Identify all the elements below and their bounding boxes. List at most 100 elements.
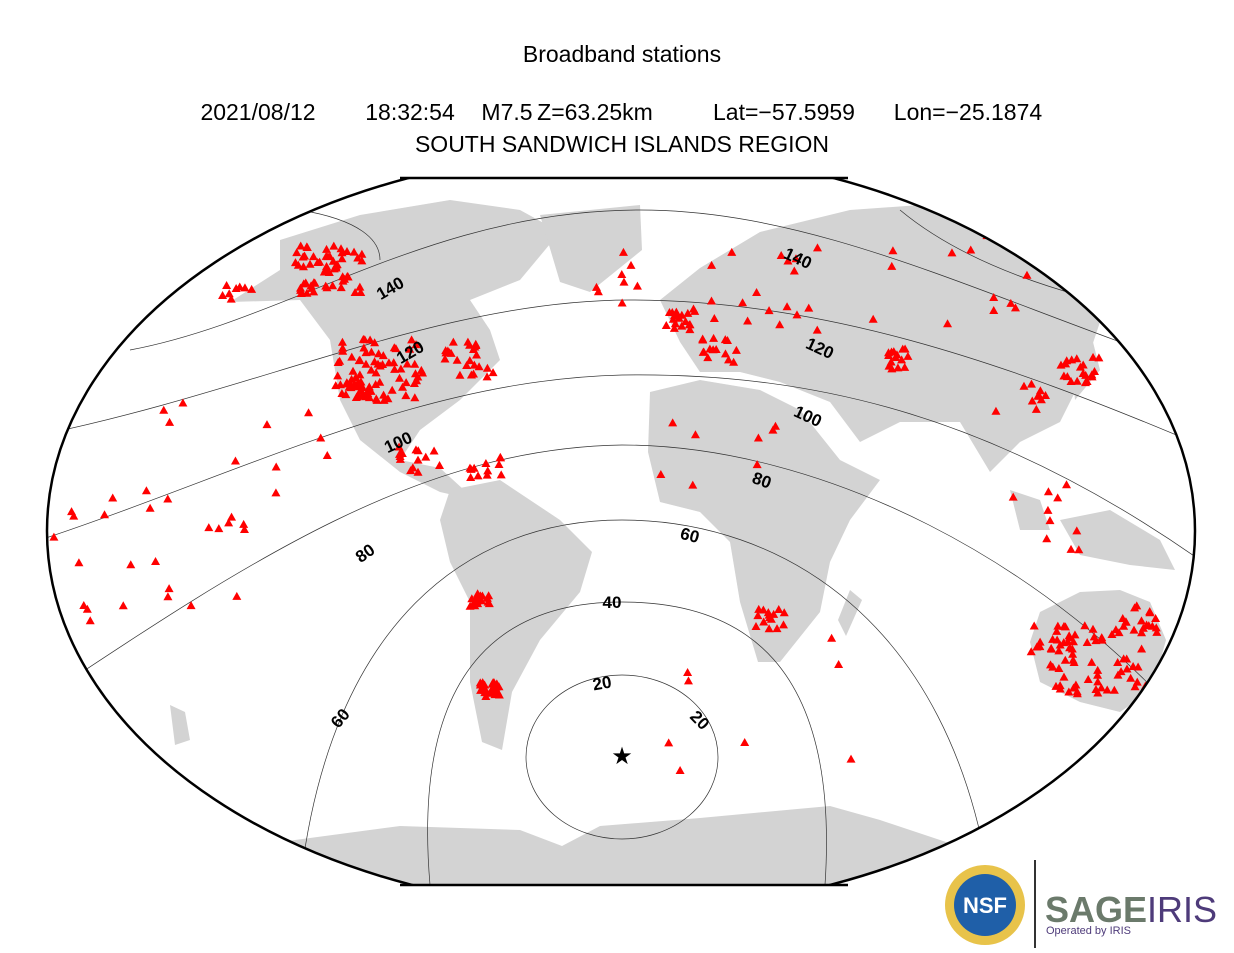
station — [482, 363, 492, 372]
station — [448, 337, 458, 346]
station — [309, 287, 319, 296]
station — [1119, 621, 1129, 630]
station — [222, 281, 232, 290]
station — [591, 282, 601, 291]
station — [410, 359, 420, 368]
station — [1074, 545, 1084, 554]
station — [421, 452, 431, 461]
station — [1137, 644, 1147, 653]
station — [333, 358, 343, 367]
station — [891, 352, 901, 361]
station — [1053, 493, 1063, 502]
station — [313, 258, 323, 267]
station — [752, 287, 762, 296]
station — [74, 558, 84, 567]
station — [408, 463, 418, 472]
station — [1059, 672, 1069, 681]
station — [496, 470, 506, 479]
station — [1072, 354, 1082, 363]
station — [230, 456, 240, 465]
station — [271, 462, 281, 471]
region: SOUTH SANDWICH ISLANDS REGION — [415, 131, 829, 157]
station — [227, 512, 237, 521]
station — [1046, 644, 1056, 653]
station — [669, 323, 679, 332]
land — [170, 200, 1175, 885]
station — [1072, 376, 1082, 385]
station — [1068, 649, 1078, 658]
station — [888, 246, 898, 255]
station — [379, 390, 389, 399]
station — [1132, 601, 1142, 610]
station — [336, 244, 346, 253]
station — [372, 395, 382, 404]
station — [720, 349, 730, 358]
station — [402, 359, 412, 368]
station — [782, 302, 792, 311]
station — [361, 359, 371, 368]
station — [1093, 670, 1103, 679]
station — [474, 362, 484, 371]
station — [893, 363, 903, 372]
station — [966, 245, 976, 254]
station — [394, 442, 404, 451]
station — [218, 290, 228, 299]
station — [413, 372, 423, 381]
station — [632, 281, 642, 290]
station — [1087, 657, 1097, 666]
station — [494, 459, 504, 468]
station — [1152, 627, 1162, 636]
station — [1088, 352, 1098, 361]
station — [1091, 684, 1101, 693]
station — [1006, 298, 1016, 307]
station — [159, 405, 169, 414]
station — [834, 660, 844, 669]
station — [617, 298, 627, 307]
station — [302, 242, 312, 251]
station — [353, 253, 363, 262]
station — [1097, 633, 1107, 642]
event-lon: Lon=−25.1874 — [894, 99, 1043, 125]
station — [494, 690, 504, 699]
station — [1119, 654, 1129, 663]
station — [337, 337, 347, 346]
station — [305, 259, 315, 268]
station — [1019, 381, 1029, 390]
station — [409, 378, 419, 387]
station — [163, 592, 173, 601]
station — [290, 258, 300, 267]
station — [1045, 516, 1055, 525]
station — [365, 335, 375, 344]
station — [466, 370, 476, 379]
station — [296, 289, 306, 298]
map — [45, 178, 1197, 885]
station — [887, 364, 897, 373]
station — [1065, 643, 1075, 652]
station — [322, 262, 332, 271]
station — [411, 445, 421, 454]
station — [239, 519, 249, 528]
station — [1081, 370, 1091, 379]
station — [1008, 492, 1018, 501]
station — [1032, 642, 1042, 651]
station — [1046, 660, 1056, 669]
station — [1064, 687, 1074, 696]
station — [366, 347, 376, 356]
station — [496, 453, 506, 462]
station — [743, 316, 753, 325]
station — [681, 316, 691, 325]
station — [304, 408, 314, 417]
station — [118, 601, 128, 610]
station — [1072, 689, 1082, 698]
station — [126, 560, 136, 569]
station — [322, 451, 332, 460]
station — [306, 281, 316, 290]
station — [1133, 662, 1143, 671]
station — [887, 261, 897, 270]
station — [355, 355, 365, 364]
station — [226, 294, 236, 303]
station — [1126, 673, 1136, 682]
station — [401, 378, 411, 387]
station — [1094, 353, 1104, 362]
station — [670, 319, 680, 328]
